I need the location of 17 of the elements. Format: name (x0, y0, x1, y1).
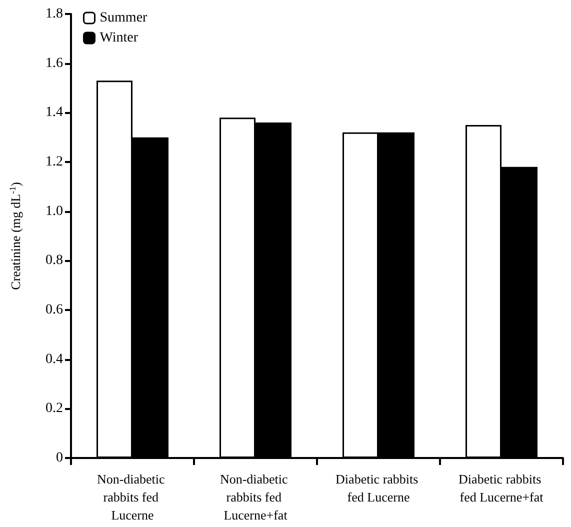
legend-label: Winter (100, 30, 138, 46)
x-tick-label: Non-diabetic rabbits fed Lucerne (96, 472, 168, 522)
y-tick-label: 1.6 (46, 56, 63, 71)
y-tick-label: 1.0 (46, 204, 63, 219)
y-tick-label: 0.6 (46, 302, 63, 318)
y-tick-label: 0.8 (46, 253, 63, 268)
x-tick-label: Diabetic rabbits fed Lucerne (336, 472, 422, 504)
y-axis-title: Creatinine (mg dL-1) (8, 182, 23, 290)
y-tick-label: 1.2 (46, 154, 63, 170)
y-tick-label: 1.4 (46, 105, 63, 120)
x-tick-label: Diabetic rabbits fed Lucerne+fat (458, 472, 544, 504)
legend-label: Summer (100, 10, 148, 26)
y-tick-label: 0 (56, 450, 63, 466)
y-tick-label: 0.4 (46, 352, 63, 367)
x-tick-label: Non-diabetic rabbits fed Lucerne+fat (220, 472, 292, 522)
y-tick-label: 0.2 (46, 401, 63, 416)
y-tick-label: 1.8 (46, 6, 63, 22)
